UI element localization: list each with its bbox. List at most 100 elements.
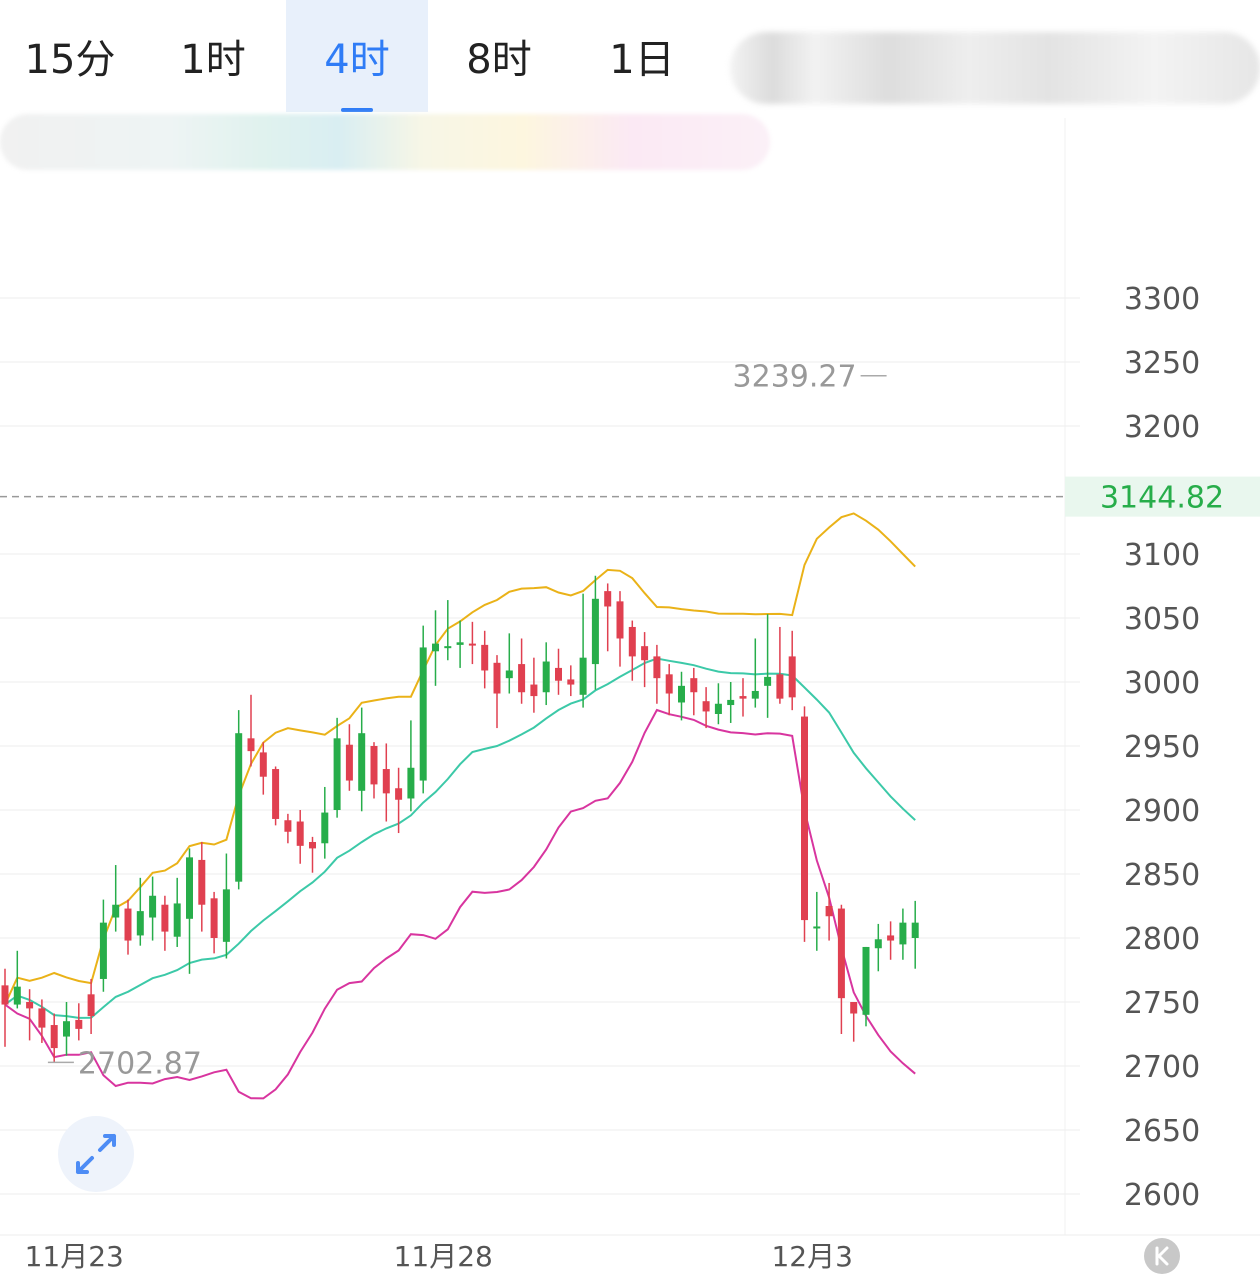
logo-circle [1144, 1238, 1180, 1274]
candle-body [1, 985, 9, 1005]
y-tick-label: 2750 [1124, 986, 1200, 1021]
current-price-label: 3144.82 [1100, 481, 1224, 516]
candle [198, 842, 206, 932]
candle-body [333, 738, 341, 810]
candle-body [481, 644, 489, 671]
candle-body [210, 898, 218, 938]
candle-body [419, 647, 427, 781]
y-tick-label: 3200 [1124, 410, 1200, 445]
candle-body [259, 752, 267, 777]
candle-body [235, 733, 243, 882]
candle [518, 638, 526, 704]
current-price-tag [1065, 476, 1260, 517]
candle [530, 657, 538, 713]
annotations: 3144.82 3239.27 2702.87 [0, 360, 1260, 1274]
candle [345, 724, 353, 791]
candle-body [690, 678, 698, 693]
candle-body [38, 1008, 46, 1028]
candle [112, 865, 120, 932]
candle [444, 600, 452, 661]
candle [222, 853, 230, 959]
y-tick-label: 2650 [1124, 1114, 1200, 1149]
candle [13, 950, 21, 1009]
candle [862, 946, 870, 1027]
candle [149, 876, 157, 941]
tab-1h[interactable]: 1时 [180, 37, 246, 83]
candle-body [678, 685, 685, 703]
chart-svg: 3144.82 3239.27 2702.87 2600 2650 2700 2750 28… [0, 118, 1260, 1274]
candle-body [124, 908, 132, 941]
candle-body [99, 922, 107, 979]
y-tick-label: 2800 [1124, 922, 1200, 957]
candle [333, 717, 341, 818]
candle-body [13, 986, 21, 1005]
tab-8h[interactable]: 8时 [466, 37, 532, 83]
candle [481, 630, 489, 689]
redacted-strip [730, 32, 1260, 104]
candle-body [653, 656, 661, 679]
candle [887, 921, 895, 960]
candle [38, 999, 46, 1043]
candle [136, 877, 144, 946]
candle-body [727, 699, 735, 706]
candle-body [87, 994, 95, 1017]
expand-arrows-icon[interactable] [58, 1116, 134, 1192]
candle [358, 707, 366, 812]
candle-body [395, 788, 403, 800]
candle-body [136, 911, 144, 936]
candle [825, 882, 833, 941]
candle [63, 1002, 70, 1056]
candle-body [26, 1002, 34, 1009]
x-tick-label: 11月23 [25, 1240, 124, 1273]
candle [555, 648, 562, 695]
candle [542, 642, 550, 706]
candle [837, 904, 845, 1034]
candle-body [764, 676, 772, 686]
y-tick-label: 3300 [1124, 282, 1200, 317]
candle [124, 899, 132, 955]
candle [813, 891, 821, 951]
candle [382, 743, 390, 822]
tab-4h[interactable]: 4时 [286, 0, 428, 112]
candle [26, 989, 34, 1041]
candle-body [825, 906, 833, 917]
logo-mark [1155, 1246, 1169, 1266]
candle [801, 706, 808, 942]
min-price-label: 2702.87 [78, 1046, 202, 1081]
x-axis: 11月23 11月28 12月3 [25, 1240, 853, 1273]
candle-body [714, 703, 722, 714]
candle [628, 620, 636, 681]
candle-body [345, 744, 353, 781]
candle-body [751, 690, 759, 699]
candle [235, 710, 243, 890]
candle [456, 620, 464, 668]
indicator-legend-redacted [0, 114, 770, 170]
candle [751, 638, 759, 708]
candle-body [272, 769, 280, 819]
tab-15m[interactable]: 15分 [24, 37, 116, 83]
candle [395, 767, 403, 834]
x-tick-label: 11月28 [394, 1240, 493, 1273]
candle-body [702, 701, 710, 712]
tab-1d[interactable]: 1日 [609, 37, 675, 83]
candle [616, 591, 624, 667]
candle [1, 968, 9, 1047]
candle-body [555, 667, 562, 681]
candle-body [628, 626, 636, 657]
candle [370, 742, 378, 799]
candle [493, 655, 501, 729]
candle-body [616, 601, 624, 639]
candles [1, 575, 919, 1063]
candle [739, 678, 747, 717]
candle [296, 810, 304, 864]
candlestick-chart[interactable]: 3144.82 3239.27 2702.87 2600 2650 2700 2750 28… [0, 118, 1260, 1277]
candle-body [432, 643, 439, 652]
candle [432, 610, 439, 686]
candle [407, 720, 415, 812]
candle [690, 667, 698, 716]
candle [284, 813, 292, 844]
candle-body [505, 670, 513, 679]
candle [309, 836, 316, 873]
candle-body [542, 661, 550, 693]
candle-body [456, 642, 464, 645]
